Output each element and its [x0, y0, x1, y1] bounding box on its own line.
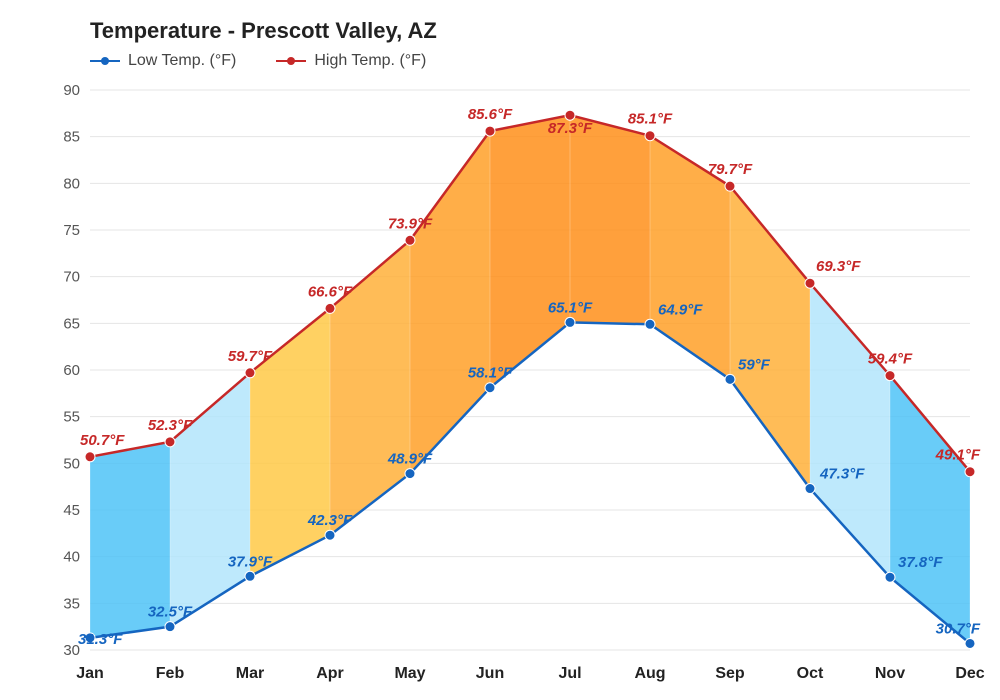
high-marker-icon	[85, 452, 95, 462]
month-label: Mar	[236, 665, 264, 682]
low-value-label: 58.1°F	[468, 365, 513, 382]
high-value-label: 79.7°F	[708, 161, 753, 178]
y-tick-label: 65	[63, 315, 80, 332]
fill-segment	[170, 373, 250, 627]
month-label: Apr	[316, 665, 344, 682]
month-label: Jun	[476, 665, 504, 682]
low-marker-icon	[245, 571, 255, 581]
high-marker-icon	[805, 278, 815, 288]
y-tick-label: 85	[63, 129, 80, 146]
low-marker-icon	[965, 638, 975, 648]
y-tick-label: 35	[63, 595, 80, 612]
month-label: Feb	[156, 665, 185, 682]
month-label: Dec	[955, 665, 984, 682]
low-value-label: 59°F	[738, 356, 771, 373]
high-marker-icon	[165, 437, 175, 447]
fill-segment	[490, 115, 570, 388]
month-label: May	[394, 665, 425, 682]
high-value-label: 59.7°F	[228, 348, 273, 365]
high-value-label: 69.3°F	[816, 258, 861, 275]
high-value-label: 66.6°F	[308, 283, 353, 300]
high-value-label: 49.1°F	[935, 447, 981, 464]
low-marker-icon	[325, 530, 335, 540]
fill-segment	[410, 131, 490, 474]
y-tick-label: 40	[63, 549, 80, 566]
month-label: Jul	[558, 665, 581, 682]
high-value-label: 73.9°F	[388, 215, 433, 232]
month-label: Jan	[76, 665, 104, 682]
chart-svg: 3035404550556065707580859050.7°F52.3°F59…	[0, 0, 1000, 700]
high-marker-icon	[965, 467, 975, 477]
low-value-label: 30.7°F	[936, 620, 981, 637]
high-value-label: 85.1°F	[628, 111, 673, 128]
low-marker-icon	[645, 319, 655, 329]
low-value-label: 65.1°F	[548, 299, 593, 316]
month-label: Aug	[634, 665, 665, 682]
low-value-label: 64.9°F	[658, 301, 703, 318]
low-value-label: 47.3°F	[819, 466, 865, 483]
y-tick-label: 90	[63, 82, 80, 99]
y-tick-label: 55	[63, 409, 80, 426]
high-marker-icon	[565, 110, 575, 120]
month-label: Oct	[797, 665, 824, 682]
low-marker-icon	[485, 383, 495, 393]
y-tick-label: 70	[63, 269, 80, 286]
low-value-label: 48.9°F	[387, 451, 433, 468]
high-marker-icon	[725, 181, 735, 191]
high-marker-icon	[325, 303, 335, 313]
high-value-label: 50.7°F	[80, 432, 125, 449]
high-marker-icon	[645, 131, 655, 141]
high-value-label: 59.4°F	[868, 351, 913, 368]
fill-segment	[730, 186, 810, 488]
high-marker-icon	[405, 235, 415, 245]
low-value-label: 37.8°F	[898, 554, 943, 571]
y-tick-label: 60	[63, 362, 80, 379]
low-marker-icon	[405, 469, 415, 479]
high-value-label: 85.6°F	[468, 106, 513, 123]
y-tick-label: 80	[63, 175, 80, 192]
low-marker-icon	[885, 572, 895, 582]
y-tick-label: 50	[63, 455, 80, 472]
high-value-label: 87.3°F	[548, 120, 593, 137]
low-marker-icon	[725, 374, 735, 384]
high-value-label: 52.3°F	[148, 417, 193, 434]
low-value-label: 37.9°F	[228, 553, 273, 570]
low-value-label: 31.3°F	[78, 631, 123, 648]
low-value-label: 32.5°F	[148, 604, 193, 621]
temperature-chart: Temperature - Prescott Valley, AZ Low Te…	[0, 0, 1000, 700]
low-marker-icon	[805, 484, 815, 494]
low-marker-icon	[165, 622, 175, 632]
month-label: Nov	[875, 665, 905, 682]
fill-segment	[570, 115, 650, 324]
month-label: Sep	[715, 665, 745, 682]
high-marker-icon	[245, 368, 255, 378]
y-tick-label: 45	[63, 502, 80, 519]
y-tick-label: 75	[63, 222, 80, 239]
high-marker-icon	[485, 126, 495, 136]
low-marker-icon	[565, 317, 575, 327]
low-value-label: 42.3°F	[307, 512, 353, 529]
high-marker-icon	[885, 371, 895, 381]
